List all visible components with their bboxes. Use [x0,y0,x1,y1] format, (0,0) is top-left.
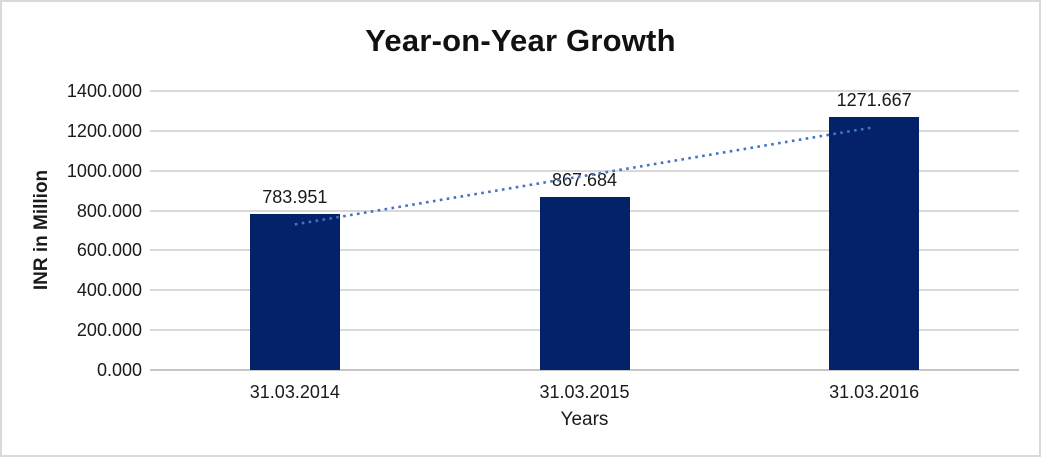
chart-title: Year-on-Year Growth [365,23,676,58]
trendline [294,125,875,226]
bar-data-label: 1271.667 [836,89,912,110]
x-tick-label: 31.03.2014 [249,382,340,402]
plot-area: 783.951 867.684 1271.667 [150,89,1019,371]
bar-data-label: 867.684 [551,170,618,191]
gridline [150,369,1019,371]
y-tick-label: 1200.000 [66,120,142,141]
bar [829,116,920,370]
bar [539,197,630,370]
y-axis-title: INR in Million [31,169,52,291]
y-tick-label: 600.000 [76,240,142,261]
x-axis-title: Years [560,409,609,430]
y-tick-label: 1400.000 [66,81,142,101]
x-tick-label: 31.03.2016 [829,382,920,402]
gridline [150,129,1019,132]
y-tick-label: 800.000 [76,200,142,221]
y-tick-label: 200.000 [76,320,142,341]
y-tick-label: 400.000 [76,280,142,301]
gridline [150,169,1019,172]
gridline [150,90,1019,92]
x-tick-label: 31.03.2015 [539,382,630,402]
y-tick-label: 1000.000 [66,160,142,181]
bar [249,213,340,370]
y-tick-label: 0.000 [96,360,142,380]
bar-data-label: 783.951 [262,186,328,207]
